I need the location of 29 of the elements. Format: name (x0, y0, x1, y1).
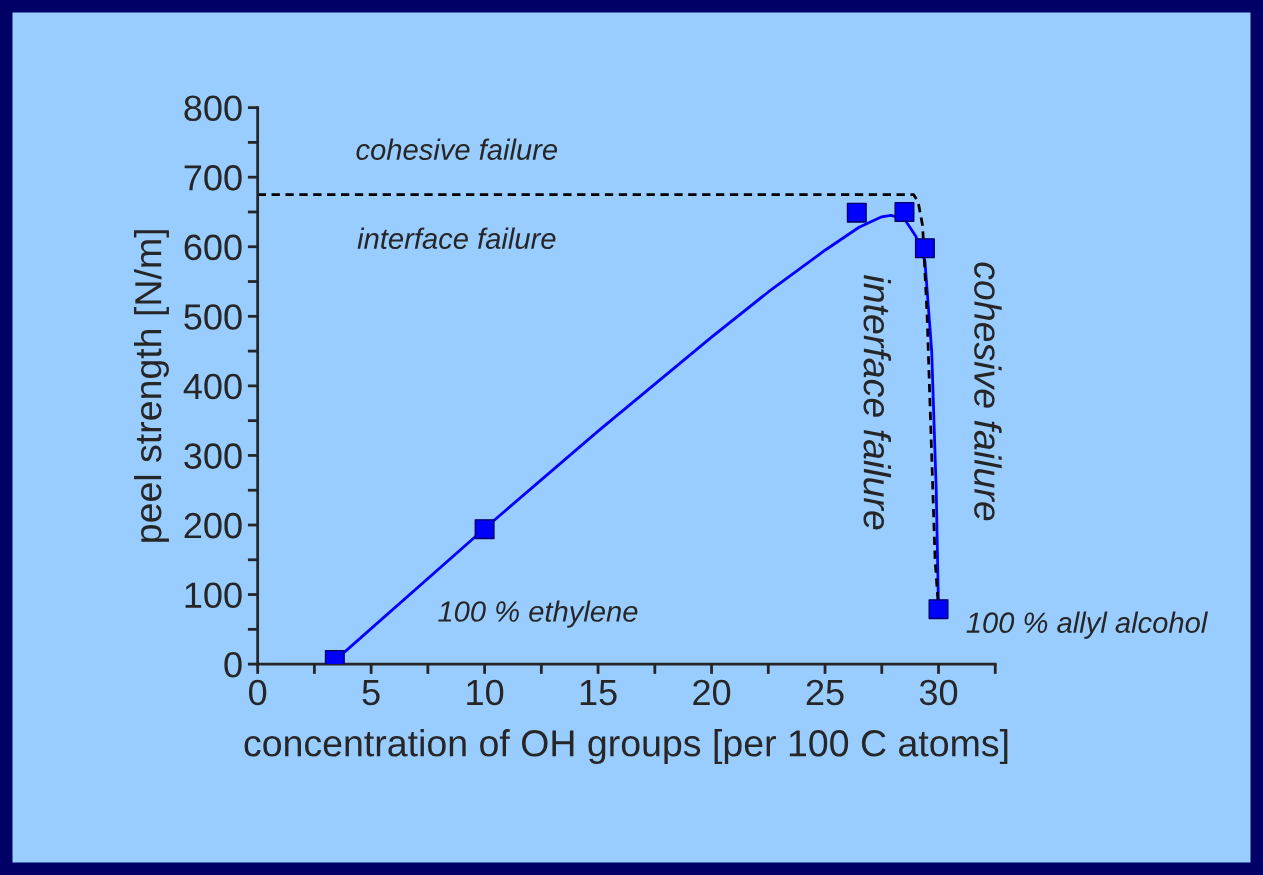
annotation: 100 % ethylene (438, 600, 638, 628)
y-tick-label: 600 (184, 234, 242, 261)
y-tick-label: 100 (185, 582, 242, 608)
point (474, 519, 495, 540)
x-tick-label: 25 (806, 679, 844, 706)
annotation: cohesive failure (974, 262, 1002, 521)
x-tick-label: 30 (919, 679, 958, 706)
x-tick-label: 0 (249, 679, 267, 706)
y-tick-label: 0 (224, 651, 242, 678)
point (894, 201, 915, 222)
y-tick-label: 200 (184, 512, 242, 539)
point (914, 238, 935, 259)
y-tick-label: 300 (184, 443, 242, 469)
y-tick-label: 700 (184, 165, 242, 191)
y-tick-label: 800 (184, 95, 242, 122)
point (846, 202, 867, 223)
y-axis-title: peel strength [N/m] (133, 230, 169, 542)
annotation: cohesive failure (356, 138, 558, 160)
y-tick-label: 400 (183, 373, 242, 400)
point (928, 599, 949, 620)
x-axis-title: concentration of OH groups [per 100 C atoms] (244, 729, 1008, 764)
annotation: interface failure (863, 274, 892, 530)
x-tick-label: 20 (693, 679, 731, 706)
x-tick-label: 15 (580, 680, 617, 706)
annotation: interface failure (357, 227, 556, 250)
y-tick-label: 500 (184, 304, 242, 330)
x-tick-label: 10 (467, 679, 504, 706)
annotation: 100 % allyl alcohol (966, 611, 1208, 639)
x-tick-label: 5 (362, 680, 380, 706)
